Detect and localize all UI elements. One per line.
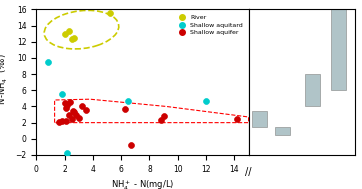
Point	[64, 152, 70, 155]
Point	[63, 107, 69, 110]
Point	[64, 103, 70, 106]
Point	[203, 99, 209, 102]
Point	[158, 119, 164, 122]
Point	[83, 108, 89, 111]
Point	[107, 12, 113, 15]
Point	[59, 119, 64, 122]
Bar	[252, 111, 267, 127]
Point	[69, 117, 75, 120]
Point	[56, 120, 62, 123]
Point	[62, 32, 67, 35]
Point	[161, 115, 167, 118]
Point	[76, 116, 81, 119]
Point	[234, 117, 240, 120]
Point	[125, 99, 131, 102]
Point	[45, 60, 50, 64]
Point	[70, 109, 76, 112]
Point	[72, 111, 77, 114]
Legend: River, Shallow aquitard, Shallow aquifer: River, Shallow aquitard, Shallow aquifer	[173, 13, 245, 37]
Bar	[331, 9, 346, 90]
Point	[128, 144, 134, 147]
Point	[63, 119, 69, 122]
Point	[69, 38, 75, 41]
Point	[67, 101, 73, 104]
Text: //: //	[245, 167, 252, 177]
Bar	[275, 127, 290, 135]
Point	[62, 102, 67, 105]
Point	[79, 105, 84, 108]
Y-axis label: $^{15}$N-NH$_4^+$ (‰): $^{15}$N-NH$_4^+$ (‰)	[0, 53, 10, 112]
Point	[66, 30, 72, 33]
Point	[73, 113, 79, 116]
Point	[122, 107, 128, 110]
Bar	[305, 74, 320, 106]
Point	[66, 113, 72, 116]
X-axis label: NH$_4^+$ - N(mg/L): NH$_4^+$ - N(mg/L)	[111, 179, 174, 189]
Point	[72, 36, 77, 39]
Point	[59, 92, 64, 95]
